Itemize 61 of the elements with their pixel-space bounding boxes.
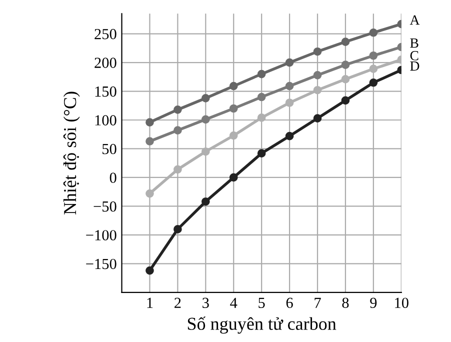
series-label: D — [410, 61, 420, 71]
point — [174, 105, 182, 114]
point — [257, 114, 266, 122]
y-tick-label: 200 — [94, 58, 116, 68]
point — [341, 75, 350, 84]
point — [201, 197, 210, 206]
point — [229, 173, 238, 182]
point — [201, 115, 210, 124]
x-tick-label: 2 — [174, 298, 181, 308]
point — [341, 96, 350, 105]
y-tick-label: −50 — [94, 201, 116, 212]
point — [285, 98, 294, 107]
point — [229, 131, 238, 140]
point — [341, 38, 350, 46]
point — [201, 94, 210, 102]
point — [257, 92, 266, 102]
point — [257, 149, 266, 158]
x-tick-label: 8 — [342, 298, 349, 308]
point — [285, 82, 294, 90]
point — [229, 104, 238, 113]
point — [285, 58, 294, 67]
point — [313, 86, 322, 94]
point — [146, 266, 154, 275]
x-tick-label: 6 — [286, 298, 293, 308]
y-tick-label: 0 — [110, 172, 116, 183]
point — [285, 132, 294, 140]
point — [313, 47, 322, 56]
point — [369, 51, 378, 60]
y-tick-label: −150 — [86, 258, 116, 270]
point — [369, 64, 378, 74]
series-label: C — [410, 51, 418, 60]
x-tick-label: 4 — [230, 298, 238, 308]
x-tick-label: 3 — [202, 298, 209, 308]
point — [369, 78, 378, 87]
y-axis-title: Nhiệt độ sôi (°C) — [63, 92, 80, 215]
y-tick-label: 150 — [95, 86, 116, 97]
point — [201, 147, 210, 156]
point — [174, 225, 182, 234]
x-axis-title: Số nguyên tử carbon — [188, 316, 336, 334]
x-tick-label: 9 — [370, 298, 377, 308]
y-tick-label: 100 — [95, 115, 116, 126]
y-tick-label: 250 — [94, 28, 116, 40]
x-tick-label: 5 — [258, 298, 265, 308]
point — [369, 28, 378, 37]
point — [146, 118, 154, 126]
point — [229, 82, 238, 90]
series-label: B — [410, 38, 418, 48]
point — [341, 60, 350, 69]
x-tick-label: 7 — [314, 298, 321, 308]
point — [174, 165, 182, 174]
point — [313, 114, 322, 122]
point — [146, 137, 154, 146]
series-label: A — [410, 15, 420, 25]
x-tick-label: 1 — [147, 298, 153, 308]
point — [174, 126, 182, 135]
point — [313, 71, 322, 80]
point — [257, 70, 266, 78]
x-tick-label: 10 — [395, 298, 408, 308]
y-tick-label: −100 — [86, 230, 116, 240]
point — [146, 189, 154, 198]
y-tick-label: 50 — [102, 144, 116, 154]
